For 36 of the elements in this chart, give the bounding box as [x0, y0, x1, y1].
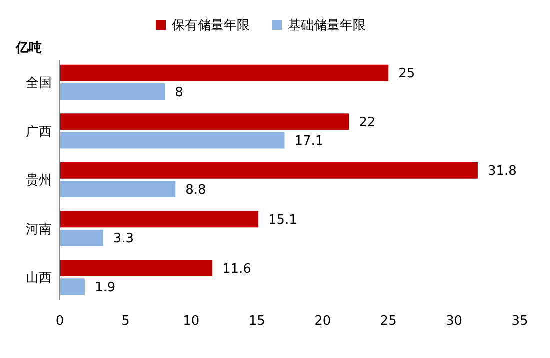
- x-tick-label: 5: [122, 314, 130, 329]
- bar: [60, 162, 478, 179]
- x-tick-label: 20: [314, 314, 332, 329]
- data-label: 15.1: [268, 212, 298, 228]
- bar: [60, 114, 350, 130]
- y-tick-label: 全国: [26, 76, 52, 91]
- bar: [60, 260, 212, 276]
- legend-label: 基础储量年限: [288, 18, 366, 34]
- x-tick-label: 10: [183, 314, 200, 329]
- bar: [60, 84, 166, 100]
- data-label: 25: [398, 66, 416, 82]
- data-label: 11.6: [222, 262, 252, 277]
- bar: [60, 278, 85, 296]
- bar: [60, 181, 176, 198]
- data-label: 17.1: [294, 134, 324, 150]
- data-label: 1.9: [94, 280, 116, 296]
- data-label: 8: [175, 85, 184, 100]
- x-tick-label: 30: [446, 314, 463, 329]
- bar: [60, 211, 258, 228]
- legend-label: 保有储量年限: [172, 18, 250, 34]
- bar: [60, 230, 104, 246]
- data-label: 22: [359, 115, 376, 130]
- x-tick-label: 0: [56, 314, 64, 329]
- data-label: 31.8: [488, 164, 517, 180]
- data-label: 8.8: [186, 182, 206, 198]
- bar: [60, 64, 389, 82]
- x-tick-label: 15: [248, 314, 266, 329]
- y-tick-label: 山西: [26, 271, 52, 286]
- bar: [60, 132, 285, 149]
- x-tick-label: 25: [380, 314, 397, 329]
- y-tick-label: 贵州: [26, 174, 52, 189]
- y-tick-label: 河南: [26, 222, 52, 238]
- data-label: 3.3: [113, 232, 134, 247]
- x-tick-label: 35: [512, 314, 528, 329]
- y-tick-label: 广西: [26, 124, 52, 140]
- y-axis-title: 亿吨: [15, 41, 42, 56]
